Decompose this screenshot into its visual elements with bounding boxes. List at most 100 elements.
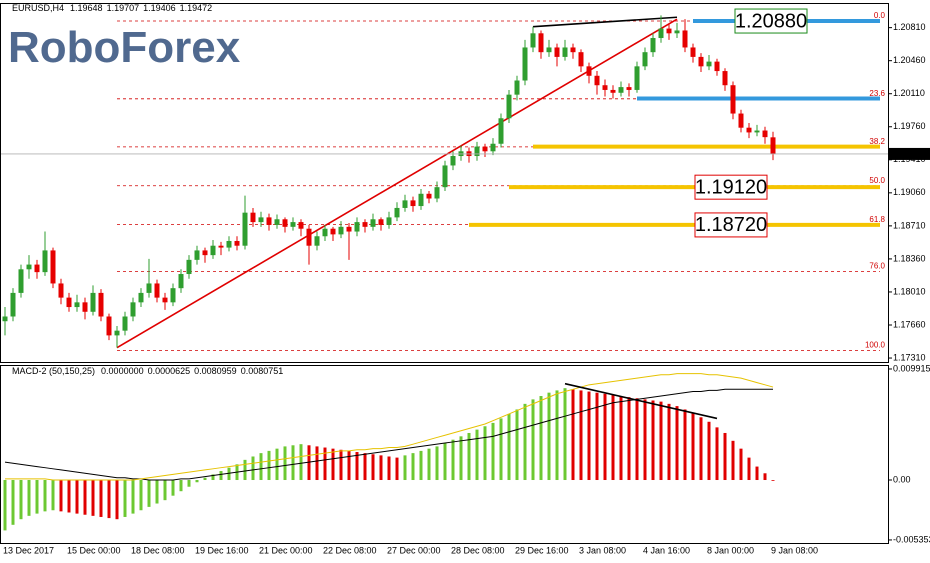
histogram-bar bbox=[419, 450, 423, 481]
candle-body bbox=[594, 75, 600, 86]
candle-body bbox=[234, 240, 240, 246]
candle-body bbox=[386, 217, 392, 225]
candle-body bbox=[18, 269, 24, 293]
candle-body bbox=[770, 137, 776, 154]
histogram-bar bbox=[691, 412, 695, 481]
histogram-bar bbox=[11, 480, 15, 525]
indicator-line bbox=[4, 388, 773, 481]
histogram-bar bbox=[603, 393, 607, 481]
histogram-bar bbox=[91, 480, 95, 516]
histogram-bar bbox=[331, 448, 335, 481]
histogram-bar bbox=[219, 471, 223, 481]
candle-body bbox=[354, 222, 360, 232]
y-tick-label: 0.009915 bbox=[893, 363, 930, 373]
candle-body bbox=[282, 219, 288, 227]
candle-body bbox=[554, 47, 560, 57]
histogram-bar bbox=[203, 477, 207, 481]
candle-body bbox=[122, 316, 128, 331]
candle-body bbox=[114, 330, 120, 336]
y-tick-label: -0.005353 bbox=[893, 534, 930, 544]
candle-body bbox=[410, 200, 416, 207]
histogram-bar bbox=[451, 439, 455, 481]
histogram-bar bbox=[123, 480, 127, 517]
candle-body bbox=[50, 250, 56, 284]
candle-body bbox=[106, 316, 112, 336]
histogram-bar bbox=[243, 459, 247, 481]
candle-body bbox=[186, 259, 192, 275]
histogram-bar bbox=[595, 392, 599, 481]
histogram-bar bbox=[347, 450, 351, 481]
candle-body bbox=[514, 80, 520, 95]
histogram-bar bbox=[67, 480, 71, 513]
histogram-bar bbox=[571, 389, 575, 481]
candle-body bbox=[378, 219, 384, 225]
histogram-bar bbox=[739, 448, 743, 481]
x-tick-label: 13 Dec 2017 bbox=[3, 545, 54, 555]
candle-body bbox=[642, 52, 648, 67]
candle-body bbox=[274, 219, 280, 225]
candle-body bbox=[154, 283, 160, 298]
candle-body bbox=[578, 52, 584, 67]
current-price-box bbox=[889, 147, 930, 160]
header-value: 1.19406 bbox=[143, 3, 176, 13]
candle-body bbox=[706, 61, 712, 67]
level-box bbox=[694, 174, 768, 200]
histogram-bar bbox=[171, 480, 175, 496]
candle-body bbox=[402, 200, 408, 208]
histogram-bar bbox=[483, 426, 487, 481]
histogram-bar bbox=[731, 440, 735, 481]
x-tick-label: 21 Dec 00:00 bbox=[259, 545, 313, 555]
indicator-line bbox=[5, 373, 774, 481]
x-tick-label: 29 Dec 16:00 bbox=[515, 545, 569, 555]
histogram-bar bbox=[707, 421, 711, 481]
histogram-bar bbox=[619, 396, 623, 481]
histogram-bar bbox=[27, 480, 31, 516]
y-tick-label: 1.18360 bbox=[893, 253, 926, 263]
candle-body bbox=[482, 146, 488, 152]
histogram-bar bbox=[435, 446, 439, 481]
fib-label: 61.8 bbox=[869, 215, 885, 224]
histogram-bar bbox=[59, 480, 63, 512]
indicator-value: 0.0080959 bbox=[194, 366, 237, 376]
panel-frame bbox=[0, 365, 889, 544]
candle-body bbox=[450, 156, 456, 166]
x-tick-label: 8 Jan 00:00 bbox=[707, 545, 754, 555]
histogram-bar bbox=[115, 480, 119, 520]
candle-body bbox=[498, 118, 504, 144]
histogram-bar bbox=[307, 445, 311, 481]
histogram-bar bbox=[51, 480, 55, 511]
candle-body bbox=[194, 250, 200, 260]
histogram-bar bbox=[131, 480, 135, 514]
histogram-bar bbox=[659, 401, 663, 481]
logo: RoboForex bbox=[8, 23, 241, 72]
candle-body bbox=[506, 94, 512, 119]
histogram-bar bbox=[211, 474, 215, 481]
y-tick-label: 1.17310 bbox=[893, 352, 926, 362]
candle-body bbox=[682, 30, 688, 48]
histogram-bar bbox=[427, 448, 431, 481]
candle-body bbox=[58, 283, 64, 298]
x-tick-label: 28 Dec 08:00 bbox=[451, 545, 505, 555]
candle-body bbox=[538, 33, 544, 53]
histogram-bar bbox=[179, 480, 183, 492]
candle-body bbox=[426, 193, 432, 199]
fib-label: 76.0 bbox=[869, 261, 885, 270]
candle-body bbox=[626, 87, 632, 90]
histogram-bar bbox=[99, 480, 103, 517]
candle-body bbox=[730, 85, 736, 114]
candle-body bbox=[490, 143, 496, 152]
x-tick-label: 22 Dec 08:00 bbox=[323, 545, 377, 555]
y-tick-label: 1.18710 bbox=[893, 220, 926, 230]
indicator-title: MACD-2 (50,150,25) bbox=[12, 366, 95, 376]
chart-title: EURUSD,H4 bbox=[12, 3, 64, 13]
histogram-bar bbox=[763, 473, 767, 481]
candle-body bbox=[362, 222, 368, 227]
candle-body bbox=[634, 66, 640, 90]
candle-body bbox=[666, 28, 672, 34]
candle-body bbox=[746, 127, 752, 133]
header-value: 1.19472 bbox=[180, 3, 213, 13]
histogram-bar bbox=[563, 388, 567, 481]
x-tick-label: 19 Dec 16:00 bbox=[195, 545, 249, 555]
histogram-bar bbox=[19, 480, 23, 520]
